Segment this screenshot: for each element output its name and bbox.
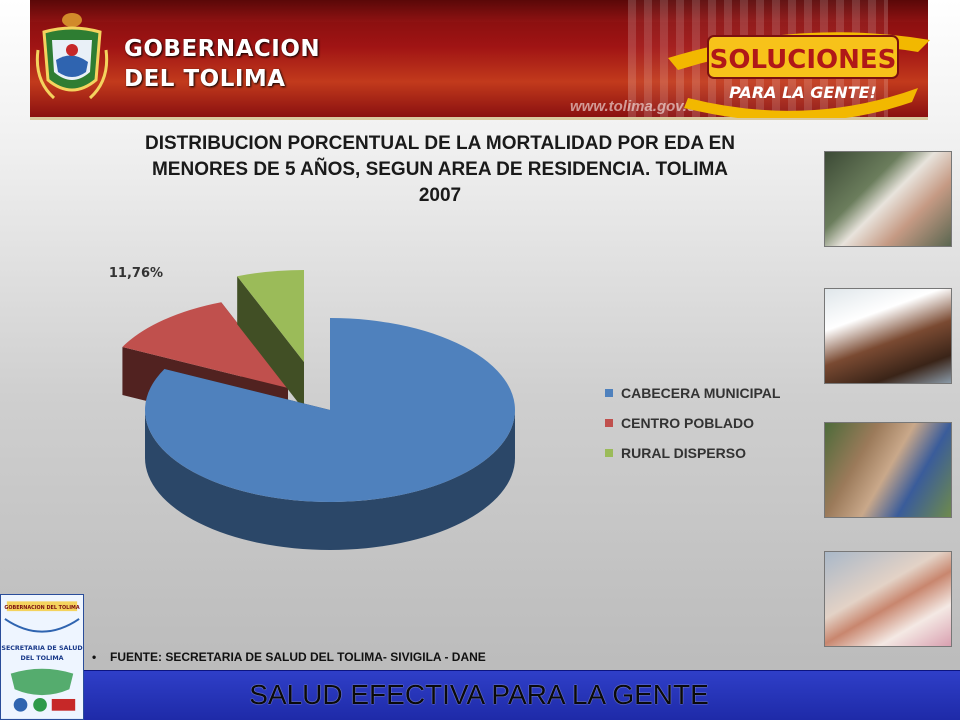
banner-top-stripe bbox=[30, 0, 928, 22]
footer-slogan: SALUD EFECTIVA PARA LA GENTE bbox=[249, 679, 709, 710]
photo-children-group bbox=[824, 422, 952, 518]
slice-rural bbox=[237, 270, 304, 410]
legend-label-centro: CENTRO POBLADO bbox=[621, 415, 754, 431]
legend-item-centro: CENTRO POBLADO bbox=[605, 408, 780, 438]
legend-item-rural: RURAL DISPERSO bbox=[605, 438, 780, 468]
gov-title-line2: DEL TOLIMA bbox=[124, 66, 286, 92]
slice-centro-top bbox=[122, 302, 288, 388]
photo-mother-baby bbox=[824, 151, 952, 247]
slice-cabecera bbox=[145, 318, 515, 550]
photo-child-vaccination bbox=[824, 288, 952, 384]
soluciones-logo: SOLUCIONES PARA LA GENTE! bbox=[668, 32, 930, 118]
legend-item-cabecera: CABECERA MUNICIPAL bbox=[605, 378, 780, 408]
tolima-crest-icon bbox=[35, 13, 109, 100]
pie-chart: 82,35%11,76%5,88% bbox=[109, 266, 515, 580]
data-label-centro: 11,76% bbox=[109, 266, 163, 281]
source-note: • FUENTE: SECRETARIA DE SALUD DEL TOLIMA-… bbox=[92, 650, 486, 664]
sec-logo-line3: DEL TOLIMA bbox=[20, 655, 63, 662]
legend-swatch-rural bbox=[605, 449, 613, 457]
source-text: FUENTE: SECRETARIA DE SALUD DEL TOLIMA- … bbox=[110, 650, 486, 664]
slogan-line1: SOLUCIONES bbox=[710, 45, 897, 75]
sec-logo-line1: GOBERNACION DEL TOLIMA bbox=[4, 605, 80, 611]
gobernacion-title: GOBERNACION DEL TOLIMA bbox=[124, 34, 320, 94]
bullet-icon: • bbox=[92, 650, 97, 664]
slice-cabecera-top bbox=[145, 318, 515, 502]
legend-swatch-centro bbox=[605, 419, 613, 427]
photo-smiling-toddler bbox=[824, 551, 952, 647]
slice-rural-face-0 bbox=[237, 276, 304, 410]
slice-cabecera-side bbox=[145, 410, 515, 550]
sec-logo-line2: SECRETARIA DE SALUD bbox=[1, 645, 82, 652]
website-watermark: www.tolima.gov.co bbox=[570, 98, 705, 115]
legend-label-rural: RURAL DISPERSO bbox=[621, 445, 746, 461]
secretaria-salud-logo: GOBERNACION DEL TOLIMA SECRETARIA DE SAL… bbox=[0, 594, 84, 720]
chart-legend: CABECERA MUNICIPAL CENTRO POBLADO RURAL … bbox=[605, 378, 780, 468]
legend-swatch-cabecera bbox=[605, 389, 613, 397]
slogan-line2: PARA LA GENTE! bbox=[729, 83, 877, 102]
gov-title-line1: GOBERNACION bbox=[124, 36, 321, 62]
slice-rural-top bbox=[237, 270, 304, 362]
chart-title: DISTRIBUCION PORCENTUAL DE LA MORTALIDAD… bbox=[144, 133, 736, 206]
footer-bar bbox=[84, 670, 960, 720]
data-label-cabecera: 82,35% bbox=[405, 579, 459, 580]
legend-label-cabecera: CABECERA MUNICIPAL bbox=[621, 385, 781, 401]
